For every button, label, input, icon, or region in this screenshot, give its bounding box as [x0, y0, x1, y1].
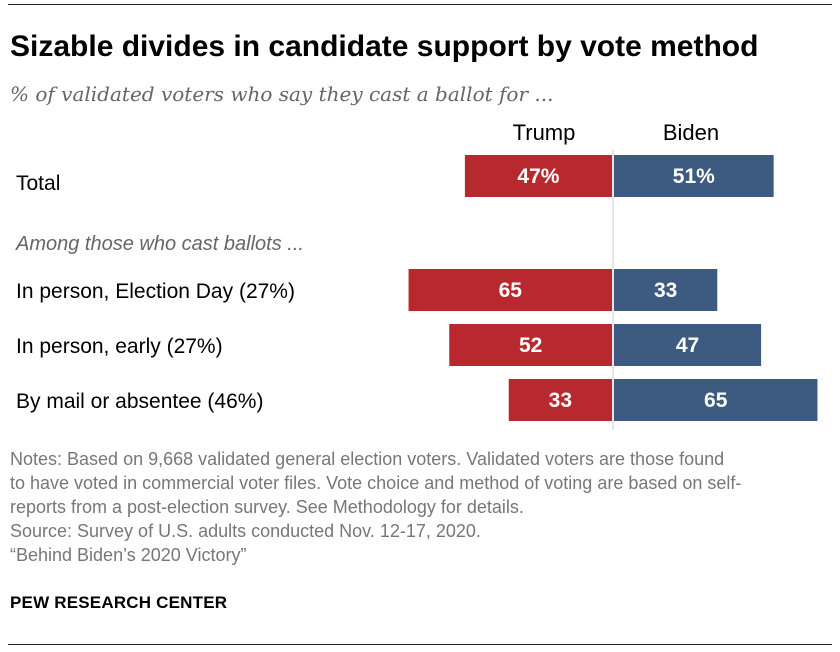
bottom-rule	[8, 644, 832, 645]
group-label: Among those who cast ballots ...	[16, 233, 304, 255]
notes-line: to have voted in commercial voter files.…	[10, 473, 742, 493]
biden-value-label: 51%	[673, 165, 715, 188]
notes-block: Notes: Based on 9,668 validated general …	[10, 447, 832, 567]
biden-bar	[614, 324, 762, 366]
notes-line: reports from a post-election survey. See…	[10, 497, 524, 517]
source-line: Source: Survey of U.S. adults conducted …	[10, 521, 481, 541]
category-label-mail: By mail or absentee (46%)	[16, 390, 264, 413]
biden-bar	[614, 155, 774, 197]
trump-bar	[508, 379, 612, 421]
biden-bar	[614, 269, 718, 311]
chart-title: Sizable divides in candidate support by …	[10, 30, 759, 63]
category-label-election-day: In person, Election Day (27%)	[16, 280, 295, 303]
biden-value-label: 47	[676, 334, 699, 357]
diverging-bar-chart: 47% 51% 65 33 52 47 33 65	[408, 150, 818, 430]
center-divider	[612, 150, 614, 430]
notes-line: Notes: Based on 9,668 validated general …	[10, 449, 725, 469]
category-label-total: Total	[16, 172, 61, 195]
top-rule	[8, 4, 832, 5]
trump-value-label: 65	[499, 279, 523, 302]
trump-bar	[449, 324, 612, 366]
chart-subtitle: % of validated voters who say they cast …	[10, 82, 554, 106]
trump-value-label: 52	[519, 334, 542, 357]
trump-bar	[464, 155, 612, 197]
trump-bar	[408, 269, 612, 311]
legend-trump: Trump	[512, 120, 576, 145]
brand-logo-text: PEW RESEARCH CENTER	[10, 593, 228, 612]
legend-biden: Biden	[662, 120, 720, 145]
biden-value-label: 65	[704, 389, 728, 412]
report-title-line: “Behind Biden’s 2020 Victory”	[10, 545, 247, 565]
trump-value-label: 47%	[517, 165, 559, 188]
biden-value-label: 33	[654, 279, 677, 302]
biden-bar	[614, 379, 818, 421]
category-label-early: In person, early (27%)	[16, 335, 223, 358]
trump-value-label: 33	[549, 389, 572, 412]
